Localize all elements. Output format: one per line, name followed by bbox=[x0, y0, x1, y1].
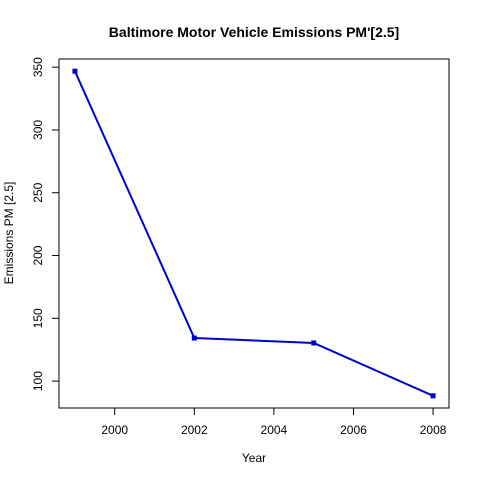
x-tick-label-2008: 2008 bbox=[420, 423, 447, 437]
x-axis: 2000 2002 2004 2006 2008 bbox=[101, 407, 447, 437]
chart-title: Baltimore Motor Vehicle Emissions PM'[2.… bbox=[109, 24, 399, 40]
data-point-2005 bbox=[311, 340, 317, 346]
data-point-2008 bbox=[430, 393, 436, 399]
x-tick-label-2004: 2004 bbox=[261, 423, 288, 437]
y-tick-label-150: 150 bbox=[31, 308, 45, 328]
x-axis-label: Year bbox=[242, 451, 266, 465]
y-tick-label-100: 100 bbox=[31, 371, 45, 391]
x-tick-label-2006: 2006 bbox=[340, 423, 367, 437]
y-axis-label: Emissions PM [2.5] bbox=[2, 182, 16, 285]
y-axis: 100 150 200 250 300 350 bbox=[31, 57, 60, 391]
x-tick-label-2002: 2002 bbox=[181, 423, 208, 437]
data-point-2002 bbox=[191, 335, 197, 341]
y-tick-label-250: 250 bbox=[31, 182, 45, 202]
y-tick-label-350: 350 bbox=[31, 57, 45, 77]
series-layer bbox=[72, 68, 436, 399]
y-tick-label-200: 200 bbox=[31, 245, 45, 265]
series-line-0 bbox=[74, 70, 434, 397]
x-tick-label-2000: 2000 bbox=[101, 423, 128, 437]
data-point-1999 bbox=[72, 68, 78, 74]
y-tick-label-300: 300 bbox=[31, 120, 45, 140]
